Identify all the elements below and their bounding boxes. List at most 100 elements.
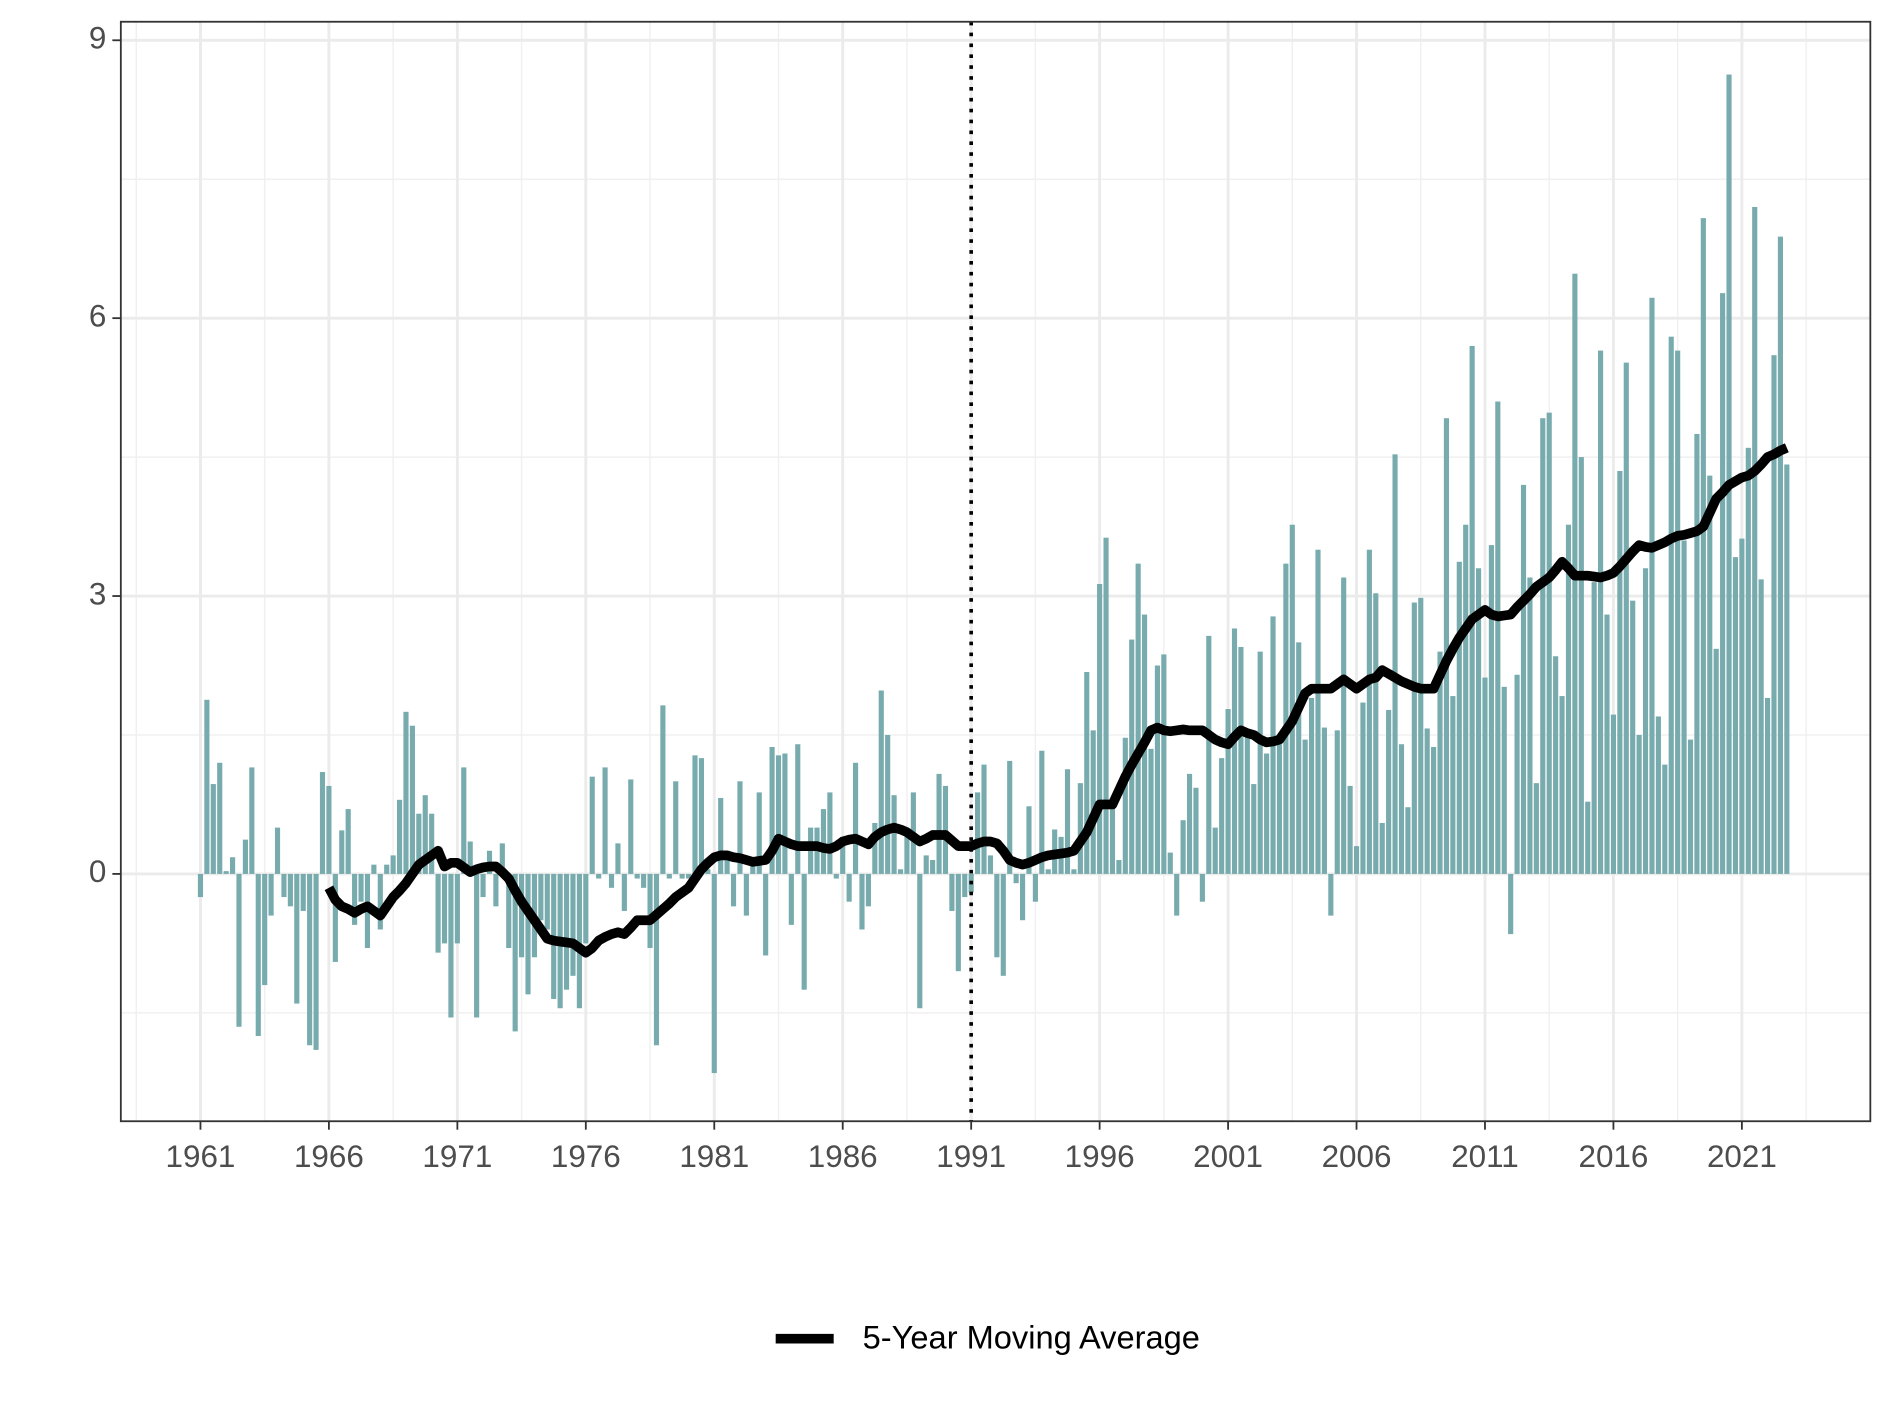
- bar: [1032, 873, 1038, 902]
- bar: [1373, 593, 1379, 874]
- bar: [1771, 355, 1777, 874]
- bar: [1283, 563, 1289, 874]
- bar: [1501, 686, 1507, 874]
- x-tick-label: 1961: [166, 1139, 236, 1174]
- bar: [1392, 454, 1398, 874]
- bar: [570, 873, 576, 976]
- x-tick-label: 2001: [1193, 1139, 1263, 1174]
- bar: [345, 809, 351, 874]
- bar: [1585, 801, 1591, 874]
- bar: [384, 864, 390, 874]
- bar: [1386, 709, 1392, 874]
- bar: [281, 873, 287, 898]
- bar: [1443, 418, 1450, 874]
- bar: [1077, 783, 1083, 874]
- bar: [763, 873, 769, 956]
- bar: [358, 873, 364, 902]
- bar: [1418, 597, 1424, 874]
- bar: [294, 873, 300, 1004]
- bar: [891, 795, 897, 874]
- bar: [1610, 714, 1616, 874]
- x-tick-label: 1986: [808, 1139, 878, 1174]
- bar: [217, 762, 223, 874]
- bar: [1598, 350, 1604, 874]
- bar: [332, 873, 338, 962]
- bar: [1122, 737, 1128, 874]
- bar: [1765, 697, 1771, 874]
- bar: [441, 873, 448, 944]
- bar: [1758, 579, 1764, 874]
- legend-label: 5-Year Moving Average: [863, 1319, 1200, 1356]
- bar: [429, 813, 435, 874]
- x-tick-label: 1996: [1065, 1139, 1135, 1174]
- bar: [1398, 744, 1405, 874]
- bar: [1578, 457, 1584, 874]
- y-tick-label: 3: [89, 576, 106, 611]
- bar: [390, 855, 396, 874]
- bar: [711, 873, 717, 1074]
- bar: [1431, 747, 1437, 874]
- bar: [634, 873, 640, 879]
- bar: [698, 758, 704, 874]
- bar: [1508, 873, 1514, 935]
- bar: [936, 773, 942, 874]
- bar: [1225, 709, 1231, 874]
- bar: [1276, 744, 1283, 874]
- bar: [1437, 651, 1443, 874]
- bar: [1745, 447, 1751, 874]
- bar: [666, 873, 672, 879]
- bar: [1174, 873, 1180, 916]
- bar: [512, 873, 518, 1032]
- bar: [1623, 362, 1629, 874]
- bar: [724, 850, 730, 874]
- bar: [602, 767, 608, 874]
- bar: [1456, 561, 1462, 874]
- bar: [1687, 739, 1694, 874]
- bar: [1591, 582, 1597, 874]
- bar: [1309, 697, 1315, 874]
- bar: [1103, 537, 1109, 874]
- bar: [1090, 730, 1096, 874]
- bar: [1424, 728, 1430, 874]
- bar: [519, 873, 525, 958]
- bar: [1328, 873, 1334, 916]
- bar: [422, 795, 428, 874]
- bar: [1000, 873, 1006, 976]
- bar: [975, 792, 981, 874]
- bar: [1071, 869, 1077, 874]
- bar: [1097, 583, 1103, 874]
- bar: [1264, 753, 1270, 874]
- bar: [1289, 524, 1295, 874]
- bar: [1514, 674, 1520, 874]
- bar: [544, 873, 550, 930]
- bar: [1482, 677, 1488, 874]
- y-tick-label: 0: [89, 854, 106, 889]
- bar: [506, 873, 512, 949]
- bar: [499, 843, 505, 874]
- x-tick-label: 1971: [422, 1139, 492, 1174]
- bar: [493, 873, 499, 907]
- bar: [1713, 648, 1719, 874]
- bar: [743, 873, 749, 916]
- bar: [1238, 646, 1244, 874]
- bar: [1411, 602, 1417, 874]
- bar: [262, 873, 268, 986]
- bar: [801, 873, 807, 990]
- bar: [949, 873, 955, 911]
- bar: [1553, 656, 1559, 874]
- bar: [1212, 827, 1218, 874]
- bar: [1257, 651, 1263, 874]
- bar: [236, 873, 242, 1027]
- bar: [775, 755, 782, 874]
- bar: [1642, 568, 1649, 874]
- bar: [1540, 418, 1546, 874]
- bar: [1488, 545, 1494, 874]
- bar: [1135, 563, 1141, 874]
- bar: [1565, 524, 1572, 874]
- bar: [1463, 524, 1469, 874]
- x-tick-label: 1976: [551, 1139, 621, 1174]
- bar: [1353, 846, 1360, 874]
- bar: [628, 779, 634, 874]
- bar: [1007, 760, 1013, 874]
